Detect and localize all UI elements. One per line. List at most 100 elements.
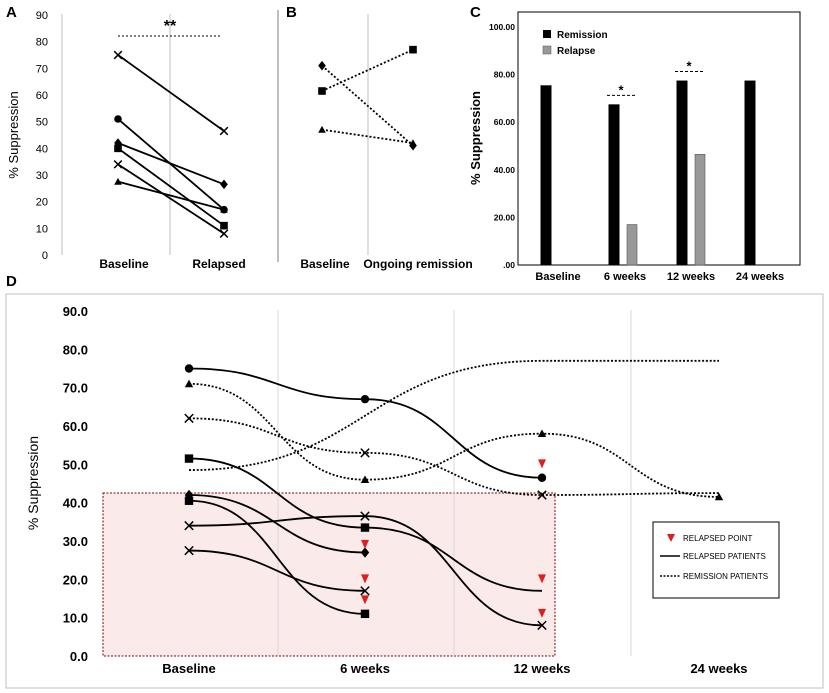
remission-patient-line [188, 359, 719, 471]
relapsed-point-marker [361, 574, 369, 584]
panel-c-x-label-6-weeks: 6 weeks [604, 271, 646, 283]
panel-d-point [184, 364, 194, 373]
panel-d-point [360, 448, 370, 458]
legend-label-relapse: Relapse [557, 46, 596, 57]
panel-label-b: B [286, 4, 297, 21]
panel-d-frame [5, 293, 824, 689]
panel-a-point [114, 115, 122, 123]
panel-d-point [537, 620, 547, 631]
panel-a-ytick: 30 [36, 170, 48, 182]
panel-b-point [318, 87, 326, 95]
panel-a-series-line [117, 54, 225, 132]
panel-c-ytick: 80.00 [494, 70, 516, 80]
relapsed-point-marker [538, 608, 546, 618]
relapse-zone [102, 492, 556, 657]
panel-a-ytick: 70 [36, 63, 48, 75]
panel-a-ytick: 80 [36, 37, 48, 49]
remission-patient-line [541, 492, 720, 496]
panel-a-point [219, 229, 229, 238]
panel-b-point [318, 125, 326, 133]
relapsed-patient-line [188, 499, 366, 615]
panel-a-ytick: 50 [36, 117, 48, 129]
panel-label-c: C [470, 4, 481, 21]
panel-d-point [184, 379, 194, 388]
panel-a-significance: ** [164, 18, 177, 35]
panel-d-point [537, 490, 547, 500]
panel-d-ytick: 40.0 [63, 496, 88, 511]
panel-c-frame [517, 11, 801, 266]
panel-a-ytick: 20 [36, 197, 48, 209]
panel-c-significance: * [686, 59, 692, 74]
panel-d-point [184, 489, 194, 501]
panel-c: % Suppression .00 20.00 40.00 60.00 80.00 100… [468, 11, 801, 283]
panel-d-ytick: 80.0 [63, 342, 88, 357]
legend-label-remission: Remission [557, 30, 608, 41]
panel-d-x-label-baseline: Baseline [162, 661, 215, 676]
relapsed-patient-line [364, 526, 543, 592]
relapsed-patient-line [188, 494, 366, 554]
relapsed-point-marker [538, 574, 546, 584]
panel-c-bar-relapse [694, 154, 706, 266]
panel-d-point [360, 523, 370, 532]
relapsed-patient-line [188, 367, 543, 479]
panel-a-series-line [117, 163, 225, 235]
panel-d-point [184, 545, 194, 556]
panel-d-ytick: 60.0 [63, 419, 88, 434]
panel-b-point [409, 139, 417, 147]
panel-d-point [360, 586, 370, 596]
panel-label-d: D [6, 273, 17, 290]
panel-a-point [114, 144, 122, 153]
panel-c-bar-remission [676, 80, 688, 265]
panel-b-point [318, 60, 326, 71]
panel-d-ytick: 0.0 [70, 649, 88, 664]
panel-d-point [184, 520, 194, 531]
panel-a-x-label-baseline: Baseline [99, 257, 149, 271]
panel-c-bar-remission [608, 104, 620, 265]
legend-swatch-relapse [542, 45, 552, 55]
panel-c-ytick: 20.00 [494, 212, 516, 222]
legend-relapsed-patients-label: RELAPSED PATIENTS [683, 552, 766, 561]
relapsed-point-marker [361, 595, 369, 605]
panel-a-ytick: 90 [36, 10, 48, 22]
legend-relapsed-point-label: RELAPSED POINT [683, 534, 752, 543]
panel-d-point [360, 394, 370, 404]
relapsed-patient-line [188, 515, 543, 627]
panel-a-x-label-relapsed: Relapsed [192, 257, 245, 271]
panel-a-ylabel: % Suppression [6, 91, 21, 178]
panel-a-series-line [117, 147, 225, 227]
panel-d-point [184, 413, 194, 424]
panel-d-point [714, 492, 724, 501]
panel-c-ytick: .00 [503, 260, 515, 270]
panel-c-ytick: 40.00 [494, 165, 516, 175]
panel-a-ytick: 0 [42, 250, 48, 262]
panel-b-point [409, 45, 417, 54]
panel-d-x-label-24-weeks: 24 weeks [690, 661, 747, 676]
relapsed-point-marker [361, 539, 369, 549]
panel-b: Baseline Ongoing remission [300, 14, 473, 271]
panel-a-ytick: 60 [36, 90, 48, 102]
panel-d-ytick: 20.0 [63, 572, 88, 587]
panel-d-x-label-12-weeks: 12 weeks [513, 661, 570, 676]
panel-c-bar-remission [540, 85, 552, 265]
panel-d-ytick: 70.0 [63, 381, 88, 396]
panel-d-ytick: 30.0 [63, 534, 88, 549]
panel-d: % Suppression 0.0 10.0 20.0 30.0 40.0 50.0 60.… [5, 293, 824, 689]
panel-a-point [219, 126, 229, 136]
legend-relapsed-point-icon [667, 534, 675, 542]
panel-d-point [184, 454, 194, 463]
panel-c-bar-remission [744, 80, 756, 265]
panel-d-ytick: 50.0 [63, 457, 88, 472]
panel-d-x-label-6-weeks: 6 weeks [340, 661, 390, 676]
panel-c-ytick: 100.00 [489, 22, 515, 32]
panel-d-ylabel: % Suppression [25, 436, 41, 530]
panel-a-point [113, 50, 123, 60]
panel-d-point [184, 496, 194, 505]
panel-d-ytick: 90.0 [63, 304, 88, 319]
panel-label-a: A [6, 4, 17, 21]
panel-d-point [360, 475, 370, 484]
panel-a-series-line [117, 142, 225, 186]
panel-a-ytick: 40 [36, 143, 48, 155]
panel-b-series-line [321, 64, 414, 147]
panel-d-point [360, 609, 370, 619]
